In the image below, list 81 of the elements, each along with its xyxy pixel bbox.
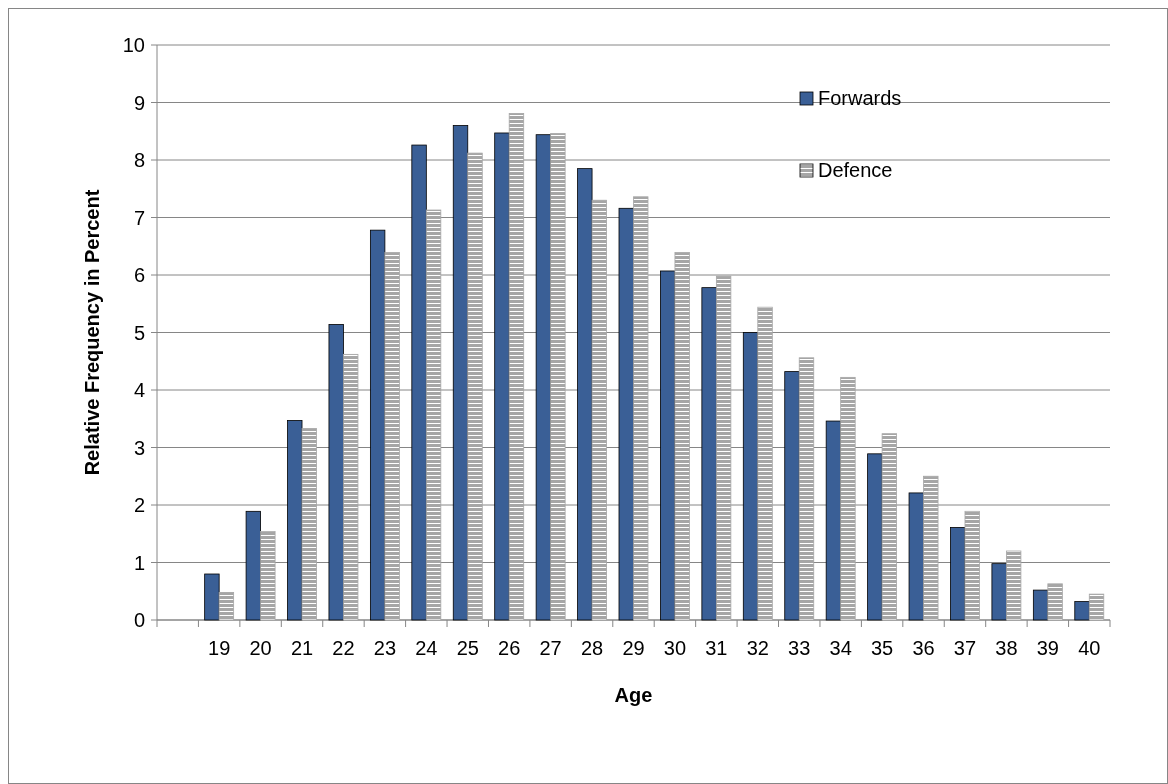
x-tick-label: 24 xyxy=(415,637,438,659)
y-tick-label: 9 xyxy=(133,91,145,114)
bar xyxy=(867,453,883,621)
y-tick-label: 10 xyxy=(122,34,145,56)
bar xyxy=(633,196,649,621)
bar xyxy=(618,207,634,621)
y-tick-label: 4 xyxy=(133,379,145,401)
bar xyxy=(452,125,469,621)
bar xyxy=(950,527,966,621)
bar xyxy=(577,168,593,621)
bar xyxy=(825,420,842,621)
bar xyxy=(742,332,759,621)
x-tick-label: 31 xyxy=(705,637,728,659)
bar xyxy=(245,510,261,621)
bar xyxy=(840,376,856,621)
bar xyxy=(301,428,317,621)
y-tick-label: 1 xyxy=(133,551,145,574)
bar xyxy=(1074,601,1090,621)
x-tick-label: 33 xyxy=(788,637,811,659)
x-tick-label: 34 xyxy=(829,637,852,659)
x-tick-label: 40 xyxy=(1078,637,1101,659)
x-tick-label: 23 xyxy=(373,637,397,659)
y-tick-label: 5 xyxy=(133,321,145,344)
x-tick-label: 30 xyxy=(663,637,687,659)
bar xyxy=(494,132,510,621)
x-tick-label: 29 xyxy=(622,637,645,659)
x-tick-label: 25 xyxy=(456,637,479,659)
x-tick-label: 36 xyxy=(912,637,935,659)
bar xyxy=(1047,583,1063,621)
bar xyxy=(908,492,924,621)
x-tick-label: 35 xyxy=(870,637,894,659)
bar xyxy=(923,475,939,621)
x-tick-label: 32 xyxy=(746,637,769,659)
bar xyxy=(260,531,276,621)
bar xyxy=(204,573,220,621)
bar xyxy=(467,152,483,621)
y-tick-label: 8 xyxy=(133,149,145,171)
bar xyxy=(328,324,344,621)
x-axis-title: Age xyxy=(614,684,653,706)
legend-label: Forwards xyxy=(818,87,902,109)
x-tick-label: 38 xyxy=(995,637,1018,659)
bar xyxy=(701,287,717,621)
bar xyxy=(218,592,235,621)
bar xyxy=(1088,593,1105,621)
bar xyxy=(591,199,607,621)
x-tick-label: 20 xyxy=(249,637,272,659)
y-tick-label: 6 xyxy=(133,264,145,286)
bar xyxy=(964,510,980,621)
bar xyxy=(425,209,442,621)
bar xyxy=(798,357,815,621)
x-tick-label: 39 xyxy=(1036,637,1059,659)
y-tick-label: 7 xyxy=(133,206,145,229)
y-axis-title: Relative Frequency in Percent xyxy=(81,189,103,476)
x-tick-label: 37 xyxy=(953,637,977,659)
bar xyxy=(715,275,732,621)
bar xyxy=(287,420,303,621)
bar xyxy=(1032,589,1049,621)
x-tick-label: 21 xyxy=(290,637,314,659)
bar xyxy=(508,113,525,621)
x-tick-label: 27 xyxy=(539,637,562,659)
y-tick-label: 3 xyxy=(133,436,145,459)
bar xyxy=(881,433,898,621)
x-tick-label: 26 xyxy=(498,637,521,659)
bar xyxy=(660,270,676,621)
bar xyxy=(369,229,386,621)
bar xyxy=(757,306,773,621)
bar xyxy=(1006,550,1022,621)
bar xyxy=(384,252,400,621)
bar xyxy=(343,353,359,621)
y-tick-label: 2 xyxy=(133,494,145,516)
bar xyxy=(674,252,690,621)
bar xyxy=(991,563,1007,621)
x-tick-label: 19 xyxy=(208,637,231,659)
legend-label: Defence xyxy=(818,159,893,181)
x-tick-label: 22 xyxy=(332,637,355,659)
bar xyxy=(535,134,552,621)
bar xyxy=(784,371,800,621)
x-tick-label: 28 xyxy=(580,637,604,659)
bar xyxy=(550,133,566,621)
y-tick-label: 0 xyxy=(133,609,145,631)
bar xyxy=(411,144,427,621)
